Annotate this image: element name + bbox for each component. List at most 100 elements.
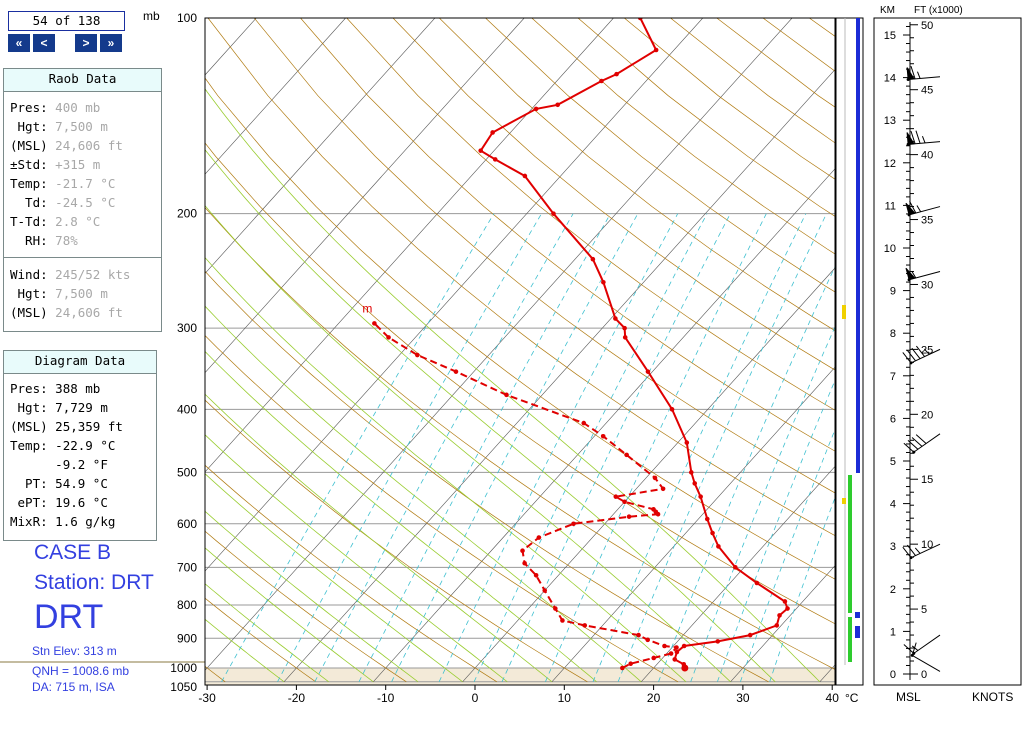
- temperature-line: [479, 18, 789, 669]
- temperature-point: [669, 407, 675, 412]
- dewpoint-point: [542, 588, 548, 593]
- ft-tick-label: 0: [921, 669, 927, 681]
- strip-green-segment: [848, 475, 852, 613]
- ft-tick-label: 45: [921, 85, 933, 97]
- temperature-point: [622, 325, 627, 331]
- last-frame-button[interactable]: »: [100, 34, 122, 52]
- diagram-label: Temp:: [10, 438, 48, 453]
- dewpoint-point: [533, 572, 539, 578]
- raob-label: Pres:: [10, 100, 48, 115]
- temperature-point: [777, 613, 782, 618]
- frame-counter: 54 of 138: [8, 11, 125, 31]
- diagram-value: -22.9 °C: [55, 438, 116, 453]
- panel-divider: [4, 257, 161, 258]
- km-tick-label: 6: [890, 413, 896, 425]
- temperature-point: [478, 148, 483, 153]
- km-tick-label: 9: [890, 286, 896, 298]
- knots-label: KNOTS: [972, 690, 1013, 704]
- temperature-point: [551, 211, 556, 216]
- isotherm-line: [283, 69, 835, 682]
- moist-adiabat-line: [205, 305, 642, 683]
- raob-label: Hgt:: [10, 286, 48, 301]
- previous-frame-button[interactable]: <: [33, 34, 55, 52]
- temperature-point: [614, 71, 619, 77]
- km-tick-label: 11: [885, 200, 896, 212]
- temperature-tick-label: 30: [736, 691, 750, 705]
- wind-barb: [906, 66, 941, 81]
- dry-adiabat-line: [207, 18, 835, 536]
- next-frame-button[interactable]: >: [75, 34, 97, 52]
- raob-panel-title: Raob Data: [3, 68, 162, 92]
- diagram-value: -9.2 °F: [55, 457, 108, 472]
- moist-adiabat-line: [205, 434, 508, 683]
- pressure-tick-label: 500: [177, 465, 197, 479]
- dewpoint-point: [662, 643, 667, 649]
- raob-label: Temp:: [10, 176, 48, 191]
- dewpoint-point: [660, 486, 666, 492]
- raob-label: T-Td:: [10, 214, 48, 229]
- qnh-value: QNH = 1008.6 mb: [32, 664, 130, 678]
- dewpoint-point: [582, 623, 588, 628]
- temperature-point: [522, 173, 528, 179]
- ft-tick-label: 35: [921, 215, 933, 227]
- dry-adiabat-line: [205, 207, 835, 670]
- raob-label: (MSL): [10, 138, 48, 153]
- temperature-tick-label: -30: [198, 691, 216, 705]
- wind-barb: [902, 543, 941, 559]
- dry-adiabat-line: [205, 270, 769, 683]
- dewpoint-point: [453, 369, 459, 374]
- mixing-ratio-line: [501, 213, 731, 682]
- ft-tick-label: 5: [921, 604, 927, 616]
- isotherm-line: [730, 565, 835, 682]
- dewpoint-point: [652, 475, 658, 481]
- isotherm-line: [205, 18, 525, 374]
- dry-adiabat-line: [205, 399, 588, 683]
- km-tick-label: 14: [884, 73, 896, 85]
- temperature-point: [688, 470, 694, 475]
- dewpoint-point: [668, 651, 674, 656]
- temperature-point: [622, 335, 628, 340]
- dry-adiabat-line: [346, 18, 835, 411]
- wind-barb: [903, 433, 941, 453]
- diagram-label: (MSL): [10, 419, 48, 434]
- km-tick-label: 1: [890, 626, 896, 638]
- moist-adiabat-line: [205, 204, 731, 683]
- km-tick-label: 13: [884, 115, 896, 127]
- temperature-point: [645, 369, 651, 374]
- temperature-point: [490, 130, 495, 135]
- dewpoint-point: [651, 655, 657, 661]
- dry-adiabat-line: [392, 18, 835, 371]
- dry-adiabat-line: [439, 18, 835, 332]
- pressure-tick-label: 1000: [170, 661, 197, 675]
- pressure-tick-label: 200: [177, 207, 197, 221]
- first-frame-button[interactable]: «: [8, 34, 30, 52]
- dry-adiabat-line: [205, 77, 835, 580]
- temperature-point: [774, 623, 780, 628]
- moist-adiabat-line: [205, 473, 463, 683]
- wind-panel-frame: [873, 17, 1022, 686]
- strip-blue-segment: [855, 612, 860, 618]
- strip-blue-segment: [856, 18, 860, 473]
- moist-adiabat-line: [205, 350, 597, 683]
- dewpoint-point: [553, 606, 558, 611]
- raob-value: 7,500 m: [55, 119, 108, 134]
- temperature-tick-label: 0: [472, 691, 479, 705]
- moist-adiabat-line: [205, 547, 374, 683]
- station-label: Station: DRT: [34, 571, 154, 594]
- pressure-tick-label: 700: [177, 560, 197, 574]
- raob-label: ±Std:: [10, 157, 48, 172]
- wind-barb: [906, 130, 941, 145]
- raob-value: 245/52 kts: [55, 267, 131, 282]
- temperature-point: [716, 544, 721, 549]
- temperature-tick-label: 10: [558, 691, 572, 705]
- temperature-tick-label: -20: [288, 691, 306, 705]
- temperature-point: [674, 649, 680, 655]
- temperature-point: [754, 580, 760, 586]
- case-label: CASE B: [34, 541, 112, 564]
- strip-yellow-marker: [842, 498, 846, 504]
- mixing-ratio-line: [717, 379, 835, 682]
- dewpoint-point: [651, 507, 656, 512]
- mixing-ratio-line: [473, 213, 708, 682]
